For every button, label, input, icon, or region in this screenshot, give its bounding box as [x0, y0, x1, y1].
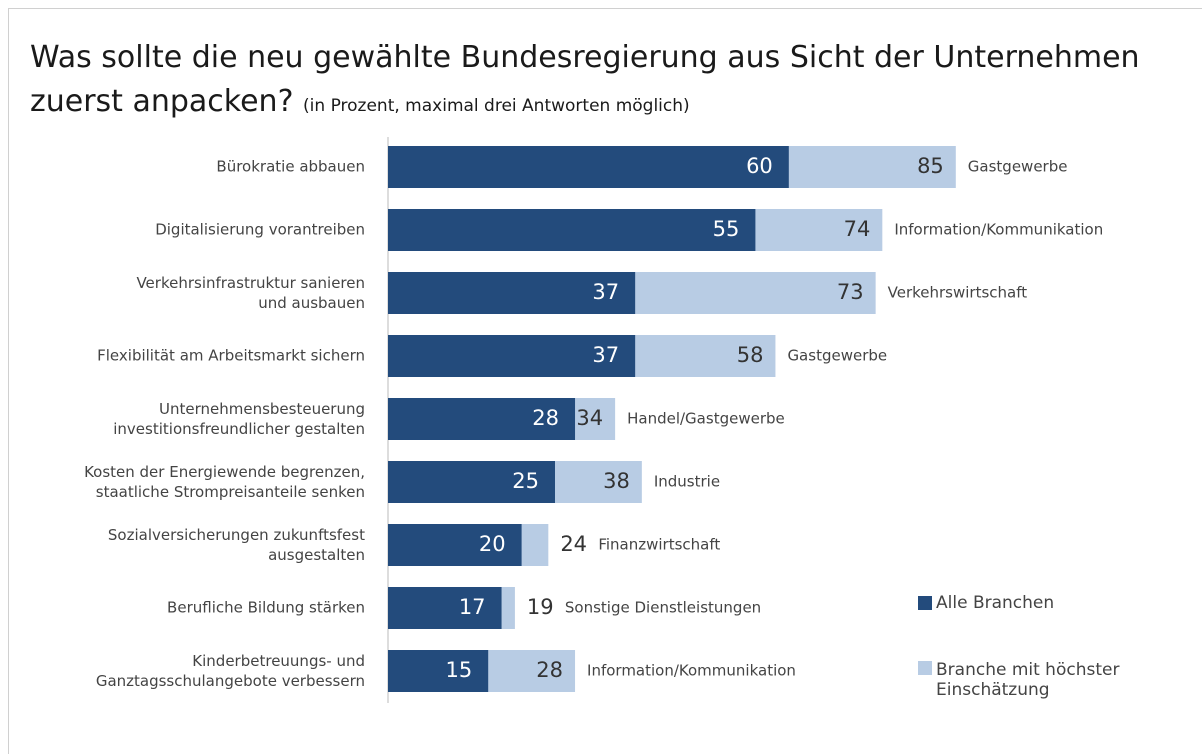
bar-all: [388, 587, 502, 629]
value-label: 37: [592, 343, 619, 367]
category-label: Kinderbetreuungs- und Ganztagsschulangebo…: [96, 652, 365, 690]
value-label: 73: [837, 280, 864, 304]
bar-all: [388, 272, 636, 314]
chart-subtitle: (in Prozent, maximal drei Antworten mögl…: [303, 96, 690, 116]
category-label: Bürokratie abbauen: [216, 158, 365, 176]
bar-all: [388, 461, 555, 503]
value-label: 15: [445, 658, 472, 682]
value-label: 28: [536, 658, 563, 682]
value-label: 74: [844, 217, 871, 241]
category-label: Sozialversicherungen zukunftsfest ausgest…: [108, 526, 365, 564]
value-label: 38: [603, 469, 630, 493]
industry-label: Verkehrswirtschaft: [888, 284, 1028, 302]
value-label: 19: [527, 595, 554, 619]
value-label: 55: [713, 217, 740, 241]
industry-label: Information/Kommunikation: [587, 662, 796, 680]
value-label: 58: [737, 343, 764, 367]
bar-all: [388, 335, 636, 377]
legend-label: Branche mit höchster Einschätzung: [936, 660, 1119, 700]
category-label: Verkehrsinfrastruktur sanieren und ausbau…: [136, 274, 365, 312]
value-label: 85: [917, 154, 944, 178]
bar-all: [388, 146, 789, 188]
legend-swatch: [918, 661, 932, 675]
industry-label: Handel/Gastgewerbe: [627, 410, 785, 428]
industry-label: Industrie: [654, 473, 720, 491]
category-label: Flexibilität am Arbeitsmarkt sichern: [97, 347, 365, 365]
value-label: 37: [592, 280, 619, 304]
industry-label: Finanzwirtschaft: [598, 536, 720, 554]
category-label: Kosten der Energiewende begrenzen, staatl…: [84, 463, 365, 501]
category-label: Digitalisierung vorantreiben: [155, 221, 365, 239]
value-label: 20: [479, 532, 506, 556]
value-label: 28: [532, 406, 559, 430]
industry-label: Information/Kommunikation: [894, 221, 1103, 239]
industry-label: Gastgewerbe: [968, 158, 1068, 176]
bar-all: [388, 398, 576, 440]
title-block: Was sollte die neu gewählte Bundesregier…: [30, 36, 1150, 128]
bar-all: [388, 209, 756, 251]
value-label: 17: [459, 595, 486, 619]
value-label: 24: [560, 532, 587, 556]
category-label: Berufliche Bildung stärken: [167, 599, 365, 617]
value-label: 60: [746, 154, 773, 178]
industry-label: Gastgewerbe: [787, 347, 887, 365]
legend-label: Alle Branchen: [936, 593, 1054, 613]
chart-title: Was sollte die neu gewählte Bundesregier…: [30, 40, 1140, 119]
bar-all: [388, 650, 489, 692]
frame: [8, 8, 1202, 754]
bar-all: [388, 524, 522, 566]
legend-swatch: [918, 596, 932, 610]
value-label: 34: [576, 406, 603, 430]
category-label: Unternehmensbesteuerung investitionsfreun…: [113, 400, 365, 438]
industry-label: Sonstige Dienstleistungen: [565, 599, 761, 617]
value-label: 25: [512, 469, 539, 493]
